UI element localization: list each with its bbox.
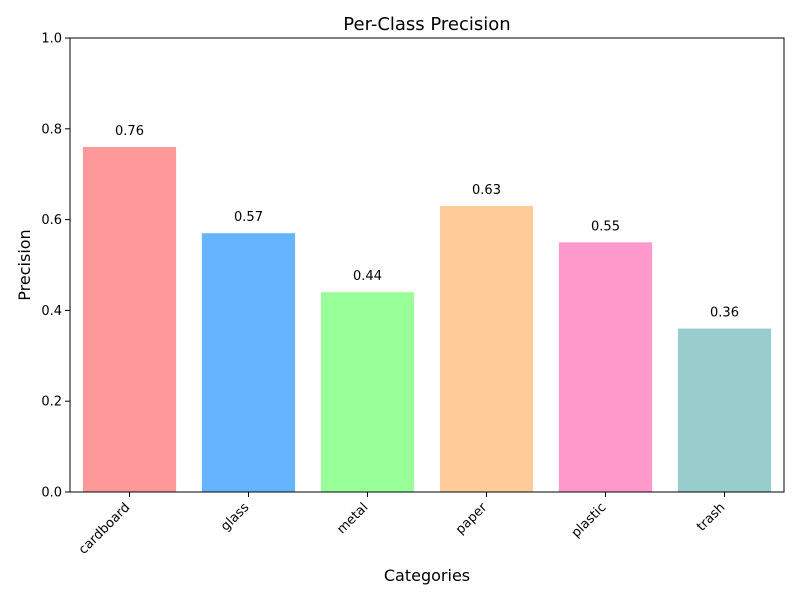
bar-value-label: 0.76 xyxy=(115,124,144,139)
bar-metal xyxy=(320,292,415,492)
y-axis-label: Precision xyxy=(15,229,34,300)
bar-trash xyxy=(677,328,772,492)
y-tick-label: 0.8 xyxy=(41,122,62,137)
bar-glass xyxy=(201,233,296,492)
x-tick-label: metal xyxy=(334,500,371,537)
x-tick-label: trash xyxy=(694,500,728,534)
x-axis-label: Categories xyxy=(384,566,470,585)
bar-plastic xyxy=(558,242,653,492)
bar-value-label: 0.55 xyxy=(591,219,620,234)
bar-paper xyxy=(439,205,534,493)
x-tick-label: glass xyxy=(218,500,252,534)
x-tick-label: paper xyxy=(453,500,491,538)
plot-frame xyxy=(69,37,785,493)
chart-title: Per-Class Precision xyxy=(343,14,510,35)
bar-value-label: 0.57 xyxy=(234,210,263,225)
bar-value-label: 0.36 xyxy=(710,306,739,321)
bar-value-label: 0.44 xyxy=(353,269,382,284)
y-tick-label: 1.0 xyxy=(41,32,62,47)
bar-value-label: 0.63 xyxy=(472,183,501,198)
y-tick-label: 0.6 xyxy=(41,213,62,228)
x-tick-label: plastic xyxy=(569,500,610,541)
plot-area: 0.0 0.2 0.4 0.6 0.8 1.0 0.76 cardboard 0.57 glass… xyxy=(41,32,772,558)
y-tick-label: 0.4 xyxy=(41,304,62,319)
y-tick-label: 0.2 xyxy=(41,395,62,410)
x-tick-label: cardboard xyxy=(76,500,133,557)
bar-cardboard xyxy=(82,146,177,492)
y-tick-label: 0.0 xyxy=(41,486,62,501)
